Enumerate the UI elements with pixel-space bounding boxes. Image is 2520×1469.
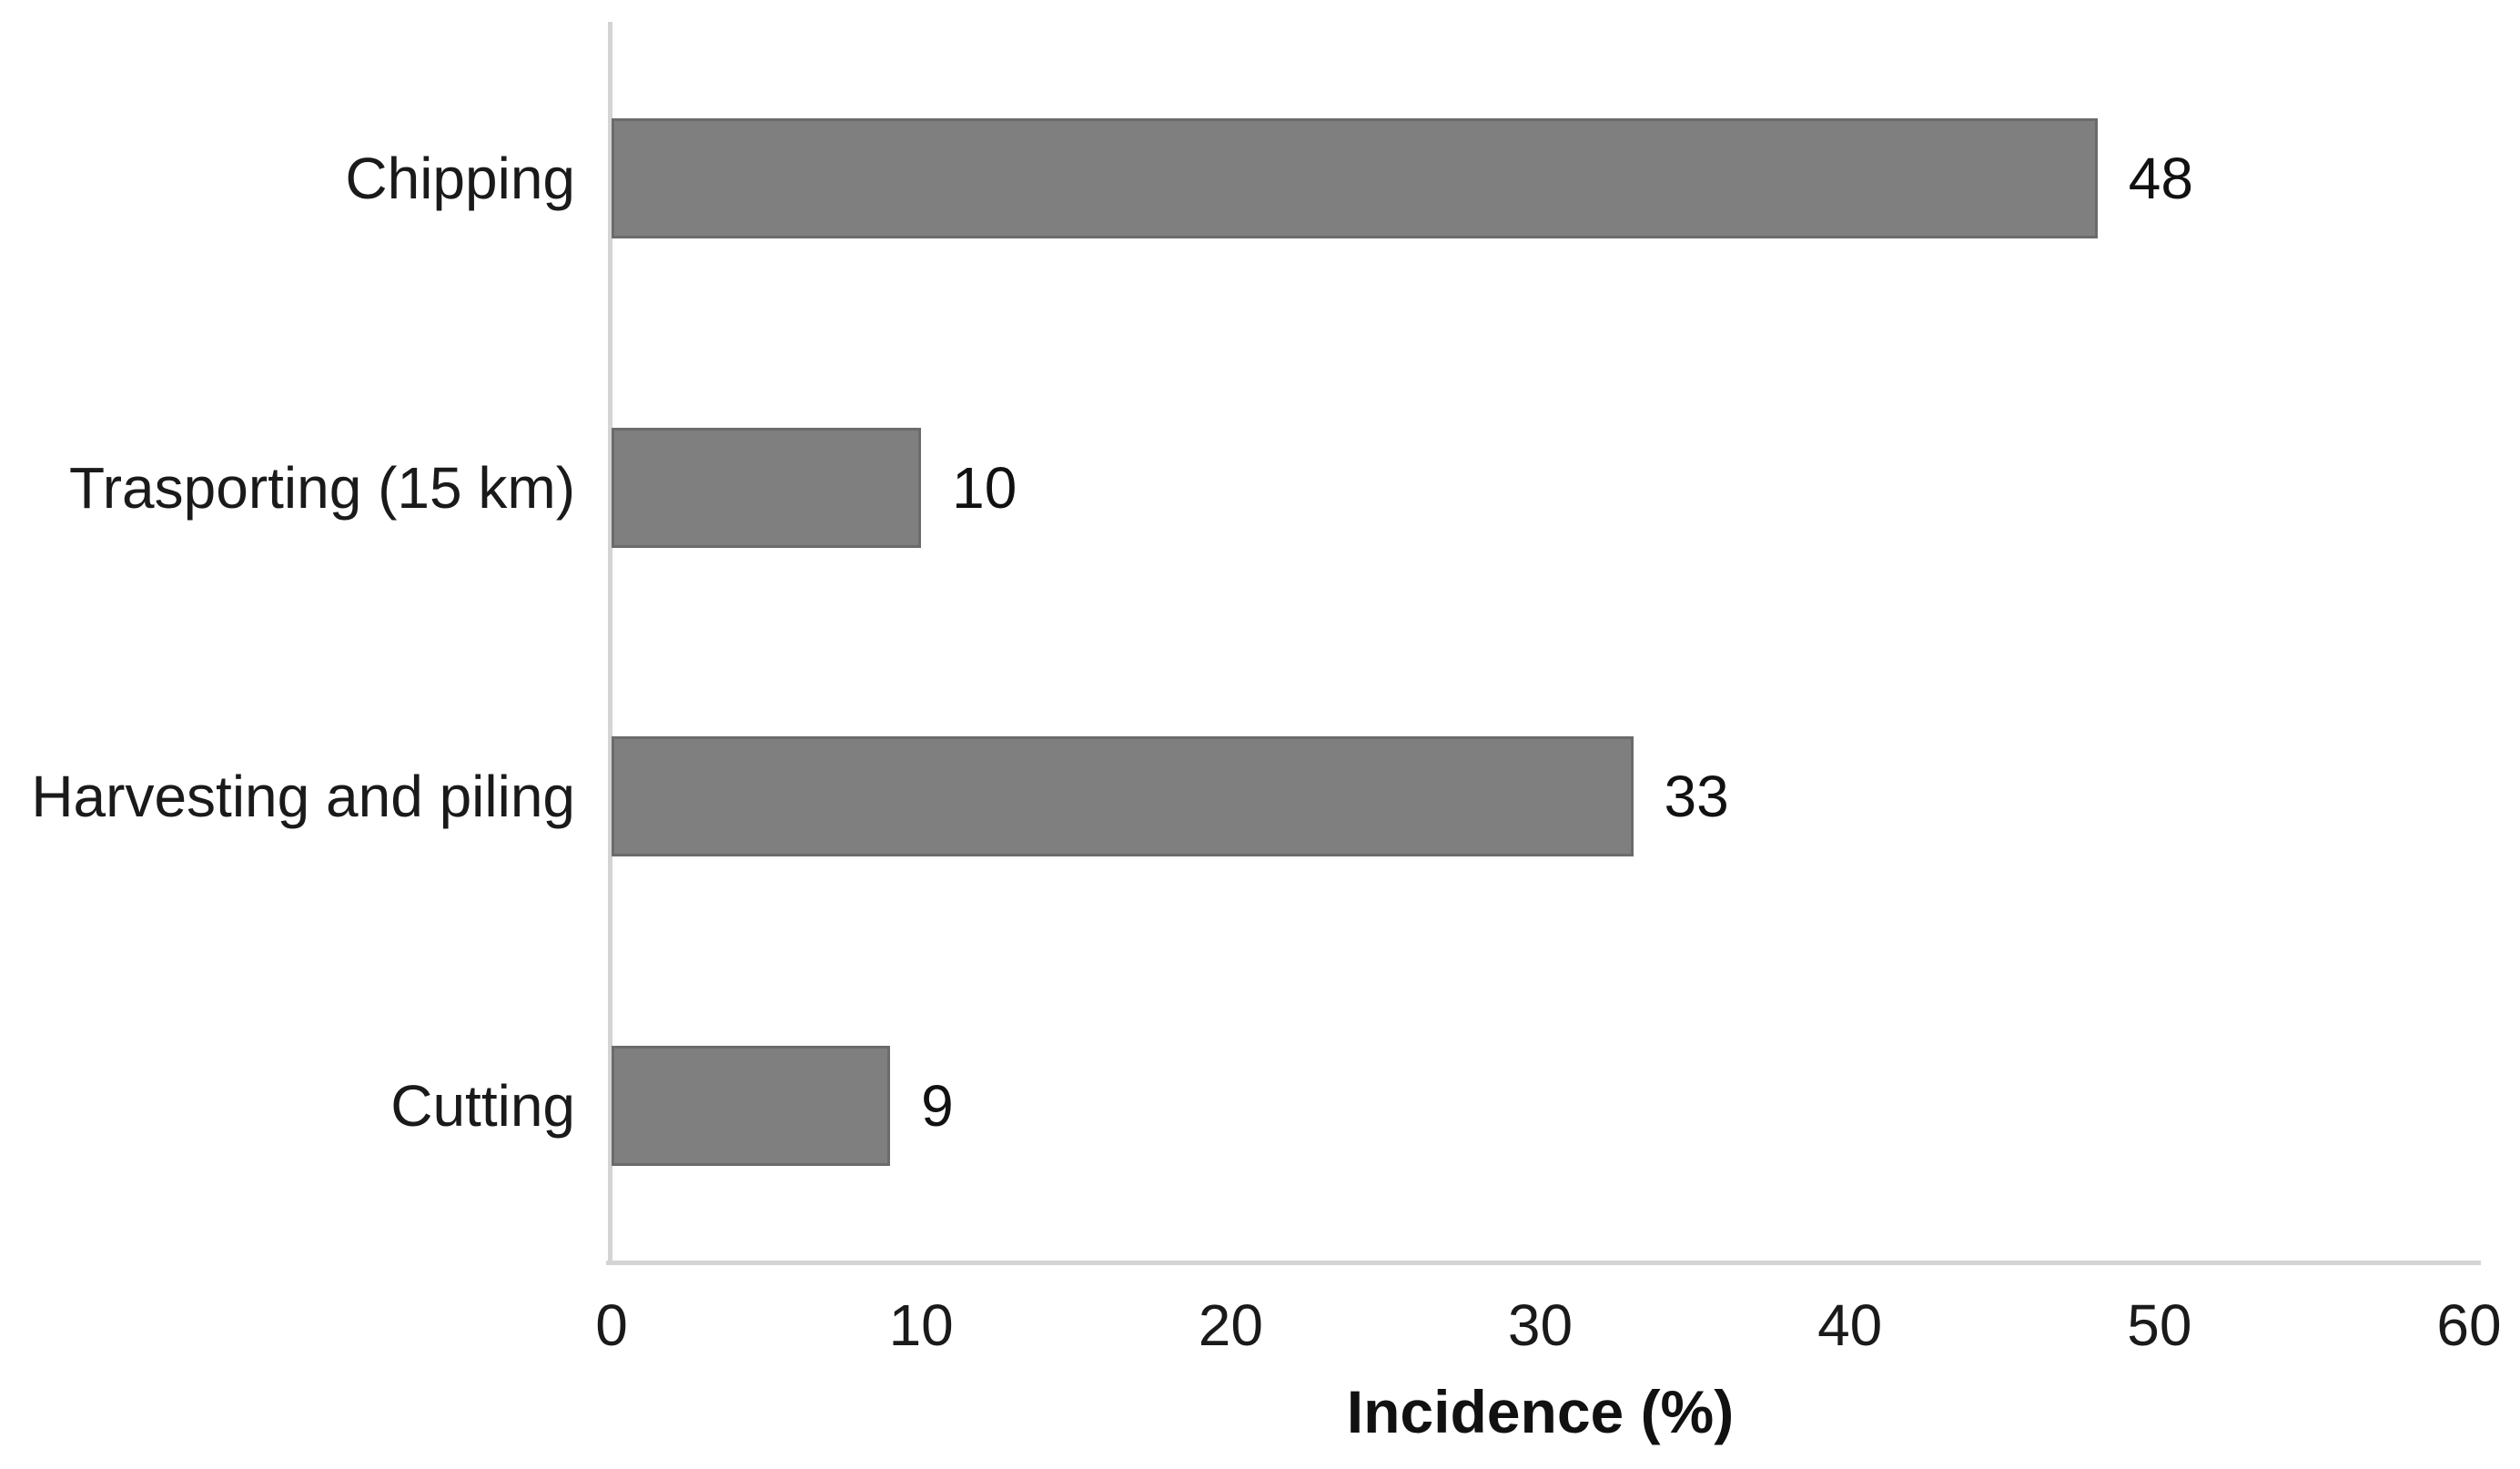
bar — [612, 427, 922, 548]
x-tick-label: 0 — [595, 1292, 628, 1358]
bar — [612, 117, 2098, 238]
bar-row: Trasporting (15 km) 10 — [69, 333, 2469, 643]
bar — [612, 1046, 891, 1167]
bar — [612, 736, 1634, 857]
category-label: Chipping — [345, 145, 575, 211]
category-label: Trasporting (15 km) — [69, 454, 575, 521]
x-axis-line — [606, 1261, 2481, 1265]
x-axis-title: Incidence (%) — [1346, 1378, 1735, 1445]
bar-row: Harvesting and piling 33 — [31, 643, 2469, 952]
x-tick-label: 20 — [1198, 1292, 1263, 1358]
value-label: 48 — [2128, 145, 2193, 211]
x-tick-label: 40 — [1817, 1292, 1883, 1358]
category-label: Harvesting and piling — [31, 764, 575, 830]
value-label: 9 — [921, 1073, 954, 1140]
x-tick-label: 10 — [888, 1292, 954, 1358]
category-label: Cutting — [390, 1073, 575, 1140]
x-tick-label: 60 — [2436, 1292, 2502, 1358]
x-axis-ticks: 0 10 20 30 40 50 60 — [595, 1292, 2501, 1369]
bar-row: Chipping 48 — [345, 24, 2469, 333]
x-tick-label: 30 — [1507, 1292, 1574, 1358]
bar-row: Cutting 9 — [390, 951, 2469, 1261]
value-label: 10 — [952, 454, 1017, 521]
value-label: 33 — [1664, 764, 1729, 830]
y-axis-line — [608, 22, 612, 1265]
plot-area: Chipping 48 Trasporting (15 km) 10 Harvestin… — [31, 24, 2469, 1261]
x-tick-label: 50 — [2127, 1292, 2192, 1358]
